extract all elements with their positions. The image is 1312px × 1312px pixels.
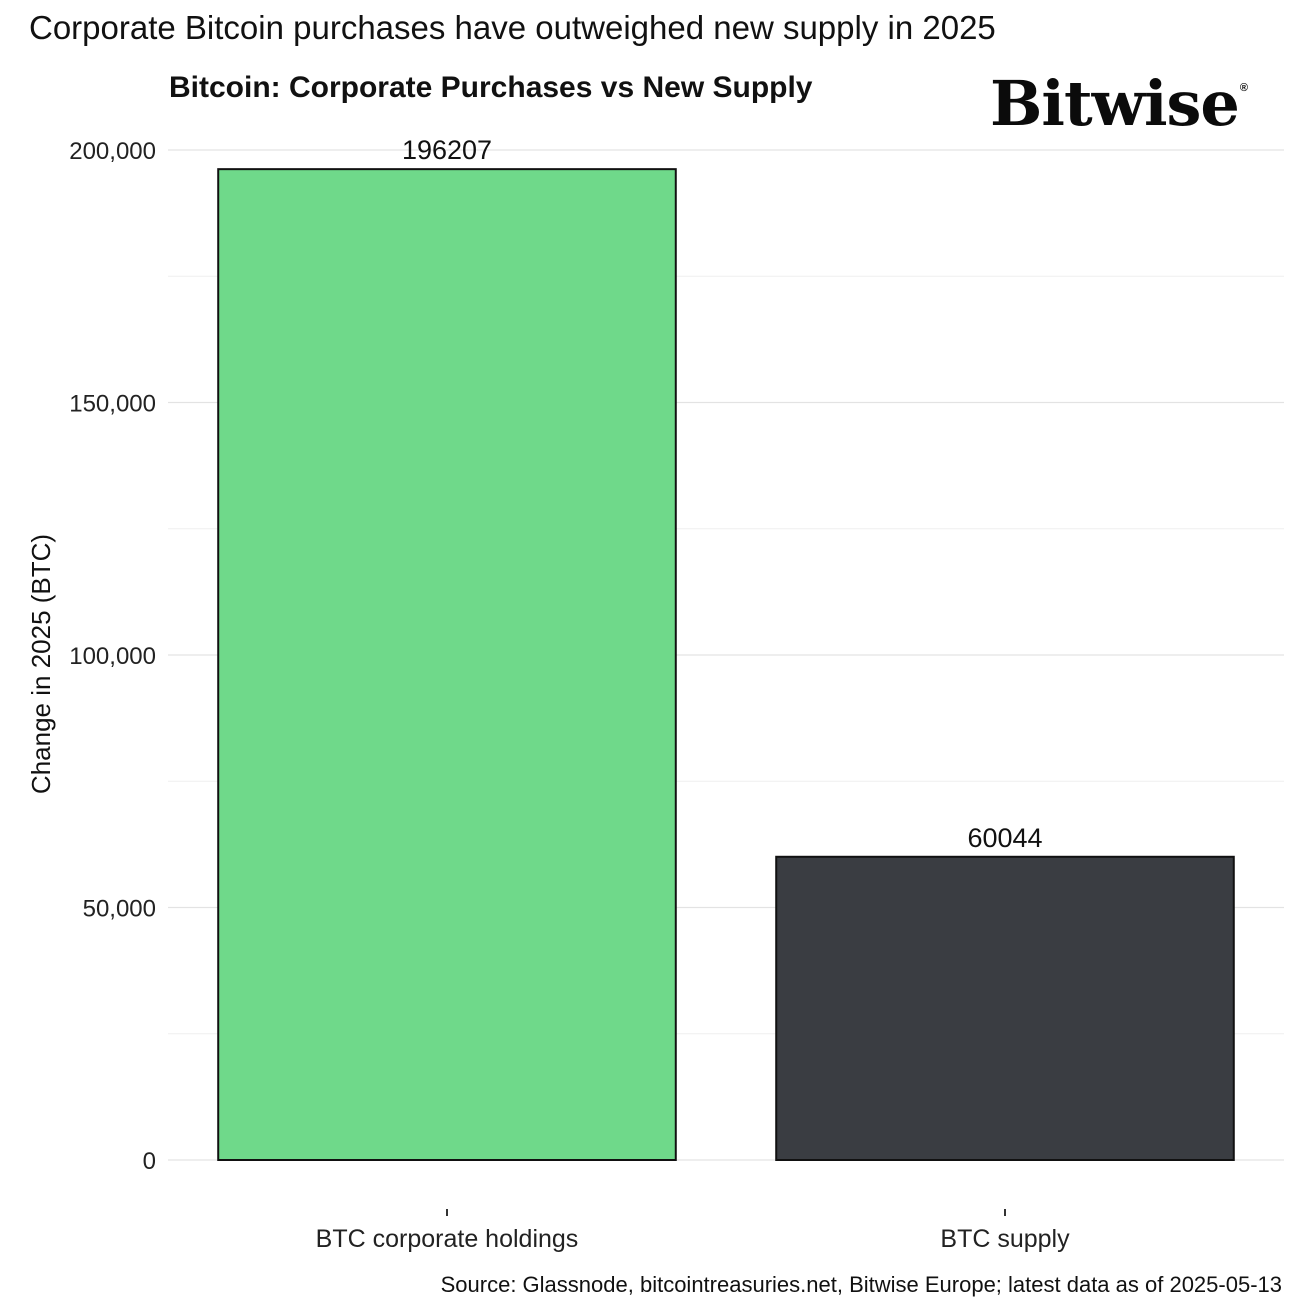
bitwise-logo: Bitwise® (990, 50, 1248, 142)
y-tick-label: 200,000 (69, 138, 156, 165)
y-axis-ticks: 0 50,000 100,000 150,000 200,000 (69, 138, 156, 1175)
bar-value-label: 60044 (967, 823, 1042, 853)
bar (217, 168, 677, 1161)
bar-value-label: 196207 (402, 135, 492, 165)
bars: 196207 60044 (217, 135, 1235, 1161)
x-tick-label: BTC corporate holdings (316, 1225, 579, 1253)
y-tick-label: 150,000 (69, 391, 156, 418)
registered-mark: ® (1239, 82, 1248, 94)
x-tick-label: BTC supply (940, 1225, 1070, 1253)
x-axis-ticks: BTC corporate holdings BTC supply (316, 1209, 1070, 1253)
logo-text: Bitwise (990, 67, 1240, 140)
y-axis-label: Change in 2025 (BTC) (26, 534, 56, 794)
headline: Corporate Bitcoin purchases have outweig… (29, 9, 996, 46)
y-tick-label: 100,000 (69, 643, 156, 670)
bar (775, 855, 1235, 1161)
source-note: Source: Glassnode, bitcointreasuries.net… (440, 1272, 1282, 1297)
y-tick-label: 50,000 (83, 896, 156, 923)
chart-title: Bitcoin: Corporate Purchases vs New Supp… (169, 71, 813, 104)
y-tick-label: 0 (143, 1148, 156, 1175)
